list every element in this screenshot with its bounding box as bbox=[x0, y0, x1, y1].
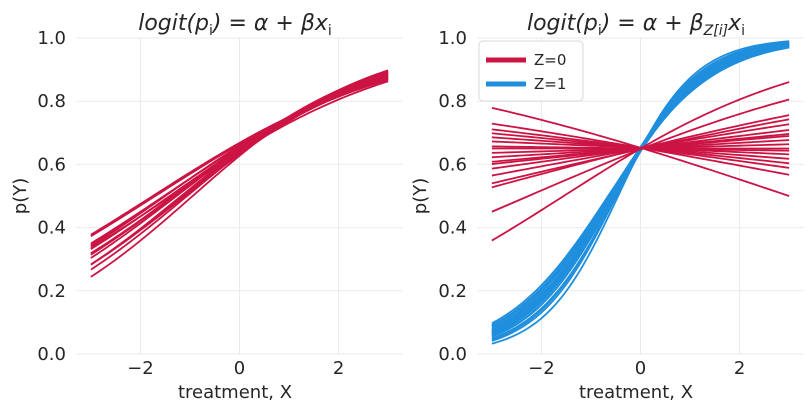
legend-label-z1: Z=1 bbox=[534, 75, 566, 93]
right-ticks: 0.0 0.2 0.4 0.6 0.8 1.0 −2 0 2 bbox=[438, 28, 745, 379]
right-panel: 0.0 0.2 0.4 0.6 0.8 1.0 −2 0 2 logit(pi) = α + β… bbox=[410, 11, 804, 403]
y-tick-label: 0.2 bbox=[438, 281, 467, 302]
y-tick-label: 0.6 bbox=[438, 154, 467, 175]
y-tick-label: 0.8 bbox=[37, 91, 66, 112]
right-grid bbox=[477, 37, 804, 355]
x-tick-label: −2 bbox=[528, 358, 555, 379]
y-tick-label: 0.4 bbox=[438, 218, 467, 239]
left-panel: 0.0 0.2 0.4 0.6 0.8 1.0 −2 0 2 logit(pi) = α + β… bbox=[10, 11, 403, 403]
left-title: logit(pi) = α + βxi bbox=[138, 11, 332, 39]
x-tick-label: 0 bbox=[635, 358, 646, 379]
left-y-axis-label: p(Y) bbox=[10, 178, 31, 214]
x-tick-label: 0 bbox=[234, 358, 245, 379]
right-y-axis-label: p(Y) bbox=[410, 178, 431, 214]
left-lines bbox=[90, 69, 389, 278]
left-x-axis-label: treatment, X bbox=[178, 382, 292, 403]
legend-frame bbox=[478, 40, 584, 102]
series-line-z0 bbox=[491, 145, 790, 152]
left-ticks: 0.0 0.2 0.4 0.6 0.8 1.0 −2 0 2 bbox=[37, 28, 344, 379]
y-tick-label: 0.8 bbox=[438, 91, 467, 112]
y-tick-label: 1.0 bbox=[37, 28, 66, 49]
y-tick-label: 0.6 bbox=[37, 154, 66, 175]
y-tick-label: 0.0 bbox=[37, 344, 66, 365]
right-x-axis-label: treatment, X bbox=[579, 382, 693, 403]
series-line-z0 bbox=[90, 73, 389, 259]
legend: Z=0 Z=1 bbox=[478, 40, 584, 102]
x-tick-label: 2 bbox=[333, 358, 344, 379]
y-tick-label: 0.0 bbox=[438, 344, 467, 365]
series-line-z0 bbox=[90, 74, 389, 266]
y-tick-label: 1.0 bbox=[438, 28, 467, 49]
right-title: logit(pi) = α + βZ[i]xi bbox=[527, 11, 745, 39]
series-line-z0 bbox=[90, 76, 389, 255]
x-tick-label: 2 bbox=[734, 358, 745, 379]
x-tick-label: −2 bbox=[127, 358, 154, 379]
y-tick-label: 0.4 bbox=[37, 218, 66, 239]
y-tick-label: 0.2 bbox=[37, 281, 66, 302]
legend-label-z0: Z=0 bbox=[534, 51, 566, 69]
right-lines bbox=[491, 40, 790, 345]
